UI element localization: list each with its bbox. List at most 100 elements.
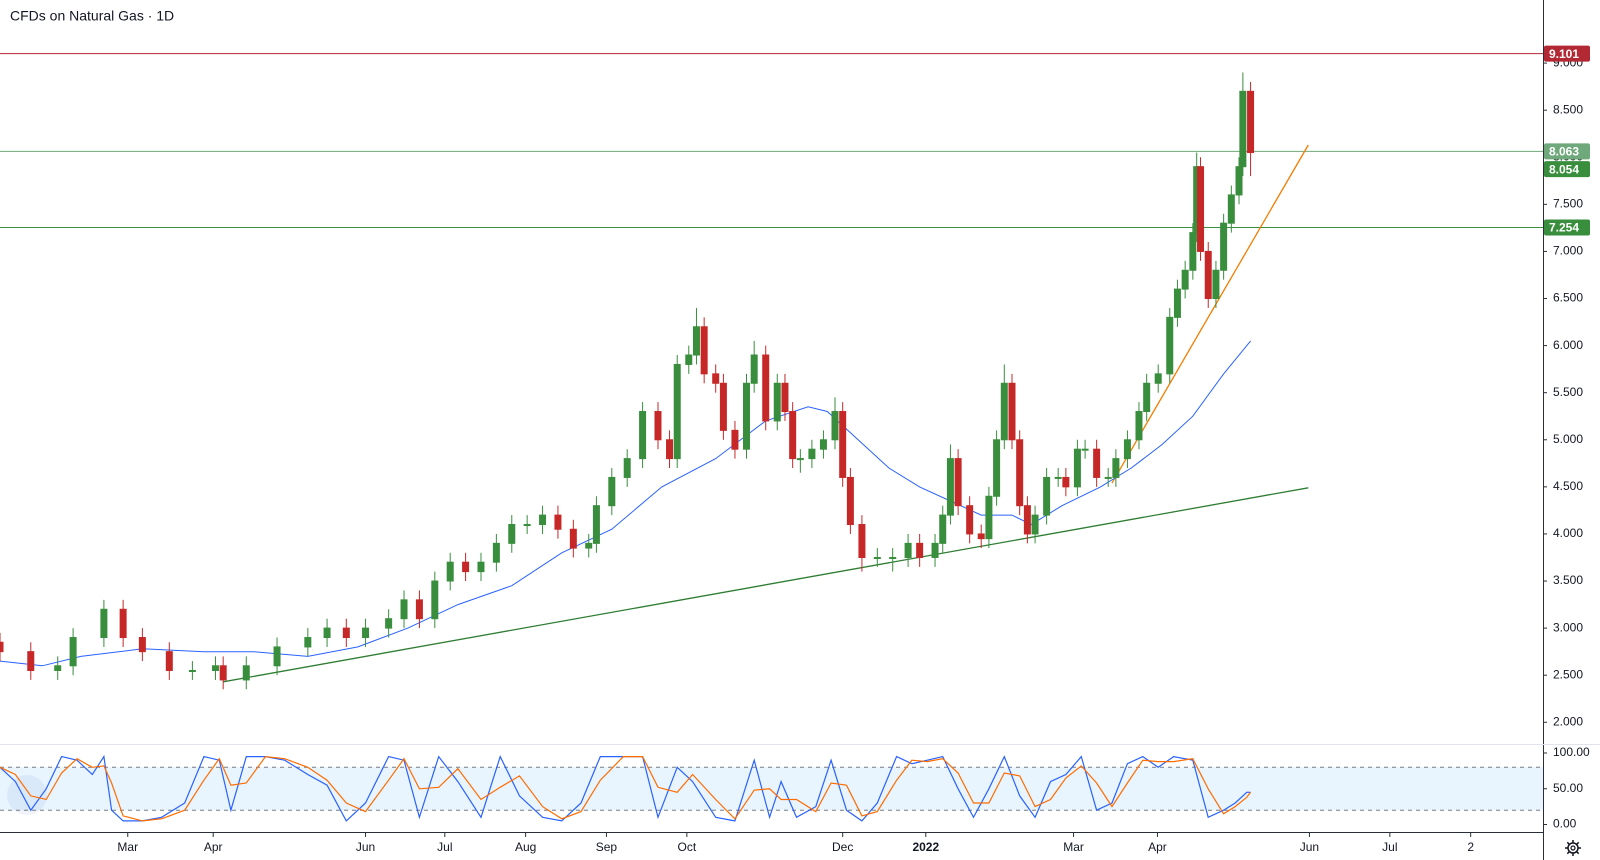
x-tick-label: Jul — [1382, 840, 1397, 854]
x-tick-label: Jul — [437, 840, 452, 854]
x-tick-label: Jun — [1300, 840, 1319, 854]
candle-body — [1166, 316, 1174, 375]
x-tick-label: Aug — [515, 840, 536, 854]
stoch-line — [0, 755, 1252, 822]
candle-body — [781, 382, 789, 413]
candle-body — [692, 326, 700, 356]
candle-body — [639, 411, 647, 460]
level-label-bg — [1544, 45, 1590, 62]
candle-body — [1181, 269, 1189, 290]
candle-body — [1197, 166, 1205, 252]
candle-body — [712, 373, 720, 384]
candle-body — [1023, 505, 1031, 535]
y-tick-label: 6.500 — [1553, 291, 1583, 305]
x-tick-label: Apr — [1148, 840, 1167, 854]
candle-body — [54, 665, 62, 671]
candle-body — [916, 542, 924, 558]
candle-body — [623, 458, 631, 478]
candle-body — [700, 326, 708, 375]
candle-body — [242, 665, 250, 681]
candle-body — [873, 556, 881, 559]
last-price-label-bg — [1544, 161, 1590, 178]
candle-body — [1189, 232, 1197, 271]
y-tick-label: 7.500 — [1553, 197, 1583, 211]
candle-body — [946, 458, 954, 516]
candle-body — [654, 411, 662, 441]
candle-body — [1043, 476, 1051, 516]
candle-body — [446, 561, 454, 582]
candle-body — [789, 411, 797, 460]
candle-body — [362, 627, 370, 639]
y-tick-label: 2.000 — [1553, 714, 1583, 728]
candle-body — [1135, 411, 1143, 441]
candle-body — [773, 382, 781, 422]
candle-body — [431, 580, 439, 620]
candle-body — [673, 363, 681, 460]
moving-average — [0, 340, 1251, 667]
candle-body — [889, 556, 897, 559]
candle-body — [796, 458, 804, 461]
settings-icon[interactable] — [1565, 840, 1581, 856]
candle-body — [819, 439, 827, 450]
level-label: 8.063 — [1549, 145, 1579, 159]
candle-body — [977, 533, 985, 540]
trend-line — [1111, 144, 1309, 484]
trend-line — [223, 487, 1309, 683]
candle-body — [1235, 166, 1243, 196]
candle-body — [569, 528, 577, 549]
y-tick-label: 2.500 — [1553, 667, 1583, 681]
candle-body — [1123, 439, 1131, 460]
candle-body — [608, 476, 616, 507]
candle-body — [462, 561, 470, 573]
level-label: 7.254 — [1549, 221, 1579, 235]
candle-body — [858, 524, 866, 558]
candle-body — [1247, 90, 1255, 154]
candle-body — [492, 542, 500, 563]
x-tick-label: 2 — [1467, 840, 1474, 854]
candle-body — [138, 637, 146, 653]
candle-body — [592, 505, 600, 544]
x-tick-label: Mar — [117, 840, 138, 854]
candle-body — [719, 382, 727, 431]
candle-body — [985, 495, 993, 540]
x-tick-label: 2022 — [912, 840, 939, 854]
candle-body — [831, 411, 839, 441]
candle-body — [1239, 90, 1247, 168]
candle-body — [400, 599, 408, 620]
candle-body — [1112, 458, 1120, 478]
candle-body — [342, 627, 350, 639]
candle-body — [1204, 250, 1212, 300]
candle-body — [666, 439, 674, 460]
candle-body — [1154, 373, 1162, 384]
chart-title: CFDs on Natural Gas · 1D — [10, 8, 174, 24]
candle-body — [523, 524, 531, 527]
y-tick-label: 8.500 — [1553, 102, 1583, 116]
candle-body — [415, 599, 423, 620]
candle-body — [188, 669, 196, 672]
band-fill — [0, 767, 1543, 811]
x-tick-label: Jun — [356, 840, 375, 854]
candle-body — [1143, 382, 1151, 413]
candle-body — [539, 514, 547, 526]
candle-body — [1062, 476, 1070, 488]
candle-body — [585, 542, 593, 549]
candle-body — [731, 429, 739, 450]
x-tick-label: Mar — [1063, 840, 1084, 854]
candle-body — [750, 354, 758, 384]
x-tick-label: Oct — [678, 840, 697, 854]
candle-body — [904, 542, 912, 558]
candle-body — [1227, 194, 1235, 224]
y-tick-label: 100.00 — [1553, 745, 1590, 759]
x-tick-label: Sep — [596, 840, 618, 854]
candle-body — [1173, 288, 1181, 318]
candle-body — [1104, 476, 1112, 479]
y-tick-label: 50.00 — [1553, 781, 1583, 795]
level-label-bg — [1544, 219, 1590, 236]
y-tick-label: 6.000 — [1553, 338, 1583, 352]
candle-body — [839, 411, 847, 478]
candle-body — [1212, 269, 1220, 300]
candle-body — [762, 354, 770, 422]
candle-body — [385, 618, 393, 629]
